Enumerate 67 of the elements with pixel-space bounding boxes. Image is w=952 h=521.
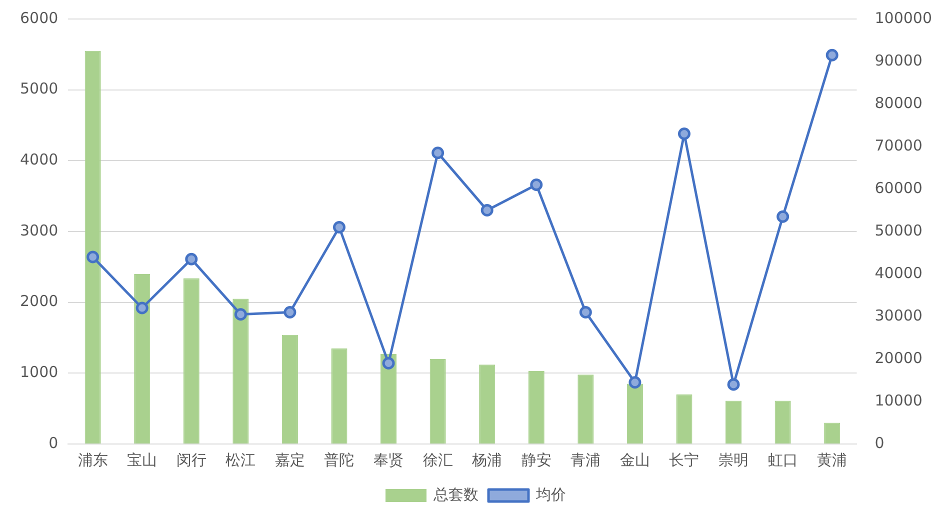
- point: [234, 308, 247, 321]
- bar: [528, 371, 544, 444]
- point: [776, 210, 790, 223]
- x-tick-label: 奉贤: [374, 450, 404, 469]
- y-tick-label: 3000: [20, 221, 58, 240]
- y2-tick-label: 60000: [874, 178, 922, 197]
- y2-tick-label: 10000: [874, 391, 922, 410]
- x-tick-label: 长宁: [669, 450, 700, 469]
- point: [185, 252, 198, 266]
- bar: [676, 394, 692, 444]
- y-tick-label: 4000: [20, 150, 58, 169]
- point: [136, 302, 148, 314]
- y2-tick-label: 50000: [874, 221, 922, 240]
- bar: [282, 334, 298, 444]
- x-tick-label: 徐汇: [422, 450, 453, 469]
- x-tick-label: 浦东: [78, 450, 108, 469]
- point: [579, 306, 592, 318]
- bar: [626, 384, 643, 444]
- y-tick-label: 1000: [20, 363, 58, 382]
- x-tick-label: 崇明: [718, 450, 749, 469]
- point: [727, 378, 740, 391]
- x-tick-label: 金山: [620, 450, 650, 469]
- x-tick-label: 普陀: [324, 450, 354, 469]
- bar: [84, 50, 101, 444]
- x-tick-label: 青浦: [570, 450, 601, 469]
- y-tick-label: 5000: [20, 80, 58, 98]
- y2-tick-label: 20000: [874, 348, 922, 367]
- legend-label: 均价: [535, 485, 566, 504]
- y2-tick-label: 100000: [874, 8, 932, 27]
- x-tick-label: 虹口: [768, 450, 798, 469]
- point: [826, 48, 838, 62]
- y-tick-label: 6000: [20, 8, 58, 27]
- point: [480, 204, 494, 216]
- bar: [183, 278, 200, 444]
- point: [530, 178, 543, 191]
- bar: [726, 400, 742, 444]
- bar: [578, 374, 594, 444]
- point: [432, 146, 444, 160]
- x-tick-label: 黄浦: [817, 450, 848, 469]
- bar: [479, 364, 496, 444]
- y2-tick-label: 30000: [874, 306, 922, 324]
- y-tick-label: 2000: [20, 292, 58, 310]
- x-tick-label: 杨浦: [471, 450, 502, 469]
- point: [628, 376, 642, 389]
- x-tick-label: 静安: [521, 450, 552, 469]
- point: [332, 221, 346, 234]
- bar: [430, 359, 446, 444]
- bar: [774, 400, 791, 444]
- bar: [232, 298, 249, 444]
- y2-tick-label: 70000: [874, 136, 922, 154]
- point: [678, 128, 690, 140]
- bar: [824, 422, 840, 444]
- y2-tick-label: 90000: [874, 51, 922, 70]
- x-tick-label: 闵行: [176, 450, 206, 469]
- legend-label: 总套数: [432, 485, 478, 504]
- bar: [134, 274, 150, 444]
- x-tick-label: 嘉定: [274, 450, 305, 469]
- y2-tick-label: 40000: [874, 264, 922, 282]
- point: [284, 306, 296, 318]
- x-tick-label: 宝山: [127, 450, 158, 469]
- point: [382, 357, 395, 370]
- point: [86, 250, 100, 264]
- x-tick-label: 松江: [226, 450, 256, 469]
- y2-tick-label: 80000: [874, 94, 922, 112]
- y-tick-label: 0: [48, 434, 58, 452]
- bar: [331, 348, 348, 444]
- y2-tick-label: 0: [874, 434, 884, 452]
